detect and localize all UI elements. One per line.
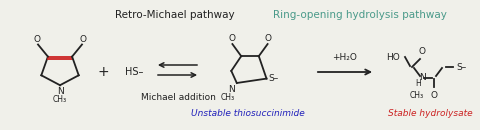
Text: O: O [229, 34, 236, 43]
Text: CH₃: CH₃ [53, 95, 67, 104]
Text: CH₃: CH₃ [410, 91, 424, 100]
Text: N: N [57, 87, 63, 96]
Text: Stable hydrolysate: Stable hydrolysate [388, 109, 472, 118]
Text: N: N [419, 73, 425, 82]
Text: O: O [80, 34, 86, 44]
Text: S–: S– [456, 63, 466, 72]
Text: O: O [431, 91, 437, 100]
Text: HO: HO [386, 53, 400, 61]
Text: Retro-Michael pathway: Retro-Michael pathway [115, 10, 235, 20]
Text: O: O [34, 34, 40, 44]
Text: S–: S– [268, 74, 279, 83]
Text: CH₃: CH₃ [221, 93, 235, 102]
Text: +H₂O: +H₂O [333, 53, 358, 62]
Text: Ring-opening hydrolysis pathway: Ring-opening hydrolysis pathway [273, 10, 447, 20]
Text: Michael addition: Michael addition [141, 93, 216, 102]
Text: H: H [415, 79, 421, 88]
Text: O: O [264, 34, 271, 43]
Text: N: N [228, 85, 235, 94]
Text: O: O [419, 47, 425, 56]
Text: HS–: HS– [125, 67, 144, 77]
Text: +: + [97, 65, 109, 79]
Text: Unstable thiosuccinimide: Unstable thiosuccinimide [191, 109, 305, 118]
